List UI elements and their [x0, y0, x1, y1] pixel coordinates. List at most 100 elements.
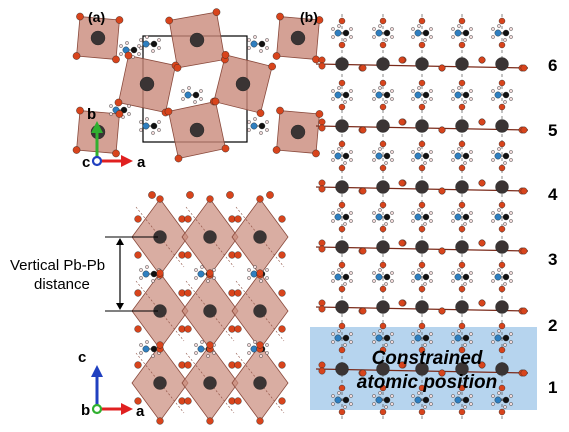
hydrogen-atom — [497, 268, 501, 272]
halide-atom — [520, 247, 528, 255]
hydrogen-atom — [469, 211, 473, 215]
hydrogen-atom — [390, 150, 394, 154]
lead-atom — [235, 76, 251, 92]
axis-b-dot — [91, 403, 103, 415]
hydrogen-atom — [372, 340, 376, 344]
hydrogen-atom — [417, 208, 421, 212]
hydrogen-atom — [187, 86, 191, 90]
hydrogen-atom — [139, 343, 143, 347]
hydrogen-atom — [411, 27, 415, 31]
halide-atom — [458, 261, 466, 269]
hydrogen-atom — [349, 27, 353, 31]
lead-atom — [415, 119, 429, 133]
hydrogen-atom — [491, 150, 495, 154]
hydrogen-atom — [247, 46, 251, 50]
halide-atom — [318, 299, 326, 307]
constrained-label-line1: Constrained — [372, 348, 483, 369]
halide-atom — [338, 103, 346, 111]
carbon-atom — [342, 273, 350, 281]
hydrogen-atom — [384, 100, 388, 104]
nitrogen-atom — [414, 334, 422, 342]
lead-atom — [290, 124, 306, 140]
hydrogen-atom — [457, 24, 461, 28]
halide-atom — [221, 144, 230, 153]
halide-atom — [174, 154, 183, 163]
halide-atom — [156, 417, 164, 425]
halide-atom — [318, 305, 326, 313]
halide-atom — [184, 397, 192, 405]
halide-atom — [338, 140, 346, 148]
lead-atom — [335, 119, 349, 133]
hydrogen-atom — [337, 147, 341, 151]
halide-atom — [134, 215, 142, 223]
hydrogen-atom — [390, 394, 394, 398]
distance-label-line1: Vertical Pb-Pb — [10, 257, 105, 274]
octahedron-edge — [235, 280, 285, 342]
carbon-atom — [502, 396, 510, 404]
hydrogen-atom — [509, 211, 513, 215]
hydrogen-atom — [139, 120, 143, 124]
hydrogen-atom — [411, 394, 415, 398]
carbon-atom — [502, 273, 510, 281]
halide-atom — [379, 103, 387, 111]
hydrogen-atom — [429, 332, 433, 336]
halide-atom — [318, 361, 326, 369]
halide-atom — [498, 261, 506, 269]
axes-indicator-top: b c a — [82, 106, 146, 171]
hydrogen-atom — [265, 38, 269, 42]
hydrogen-atom — [372, 271, 376, 275]
halide-atom — [418, 17, 426, 25]
hydrogen-atom — [384, 161, 388, 165]
hydrogen-atom — [411, 340, 415, 344]
distance-arrowhead-up — [116, 238, 124, 245]
hydrogen-atom — [509, 219, 513, 223]
halide-atom — [312, 149, 320, 158]
hydrogen-atom — [469, 35, 473, 39]
hydrogen-atom — [469, 158, 473, 162]
halide-atom — [268, 62, 276, 71]
halide-atom — [134, 397, 142, 405]
hydrogen-atom — [509, 89, 513, 93]
hydrogen-atom — [259, 354, 263, 358]
halide-atom — [498, 346, 506, 354]
nitrogen-atom — [414, 396, 422, 404]
halide-atom — [379, 17, 387, 25]
halide-atom — [76, 106, 84, 115]
halide-atom — [478, 179, 486, 187]
hydrogen-atom — [411, 279, 415, 283]
hydrogen-atom — [503, 161, 507, 165]
hydrogen-atom — [337, 391, 341, 395]
halide-atom — [458, 140, 466, 148]
halide-atom — [272, 52, 281, 60]
lead-atom — [415, 57, 429, 71]
hydrogen-atom — [349, 279, 353, 283]
halide-atom — [418, 140, 426, 148]
halide-atom — [173, 64, 182, 72]
hydrogen-atom — [384, 405, 388, 409]
halide-atom — [228, 325, 236, 333]
hydrogen-atom — [429, 271, 433, 275]
carbon-atom — [462, 273, 470, 281]
halide-atom — [498, 140, 506, 148]
hydrogen-atom — [417, 329, 421, 333]
hydrogen-atom — [265, 343, 269, 347]
octahedron-edge — [135, 206, 185, 268]
carbon-atom — [383, 396, 391, 404]
lead-atom — [415, 362, 429, 376]
hydrogen-atom — [331, 97, 335, 101]
hydrogen-atom — [194, 268, 198, 272]
halide-atom — [178, 215, 186, 223]
hydrogen-atom — [343, 100, 347, 104]
hydrogen-atom — [384, 282, 388, 286]
hydrogen-atom — [509, 150, 513, 154]
halide-atom — [272, 146, 281, 154]
layer-number-2: 2 — [548, 316, 557, 335]
octahedron-edge — [235, 206, 285, 268]
halide-atom — [266, 191, 274, 199]
hydrogen-atom — [247, 38, 251, 42]
hydrogen-atom — [509, 27, 513, 31]
halide-atom — [458, 384, 466, 392]
nitrogen-atom — [250, 40, 258, 48]
hydrogen-atom — [411, 219, 415, 223]
